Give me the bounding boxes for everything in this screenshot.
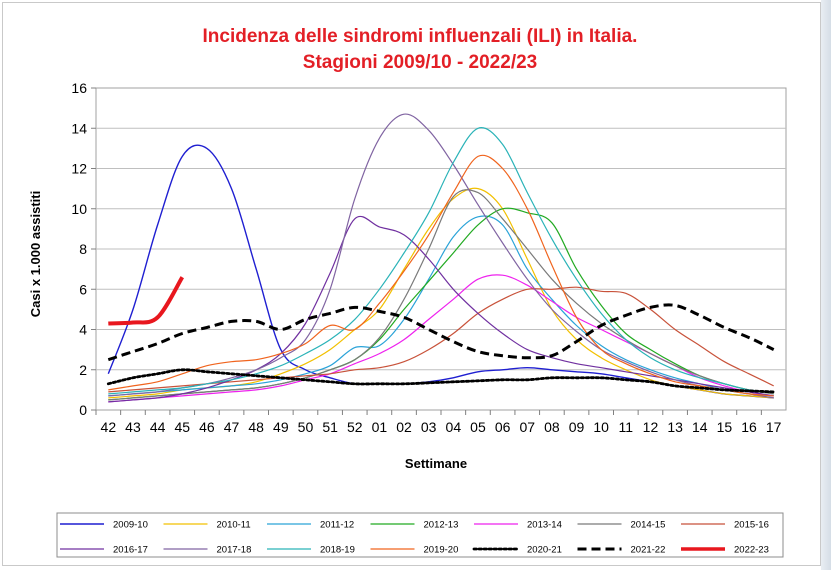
series-line-2019-20 xyxy=(108,154,774,397)
gridlines xyxy=(91,87,786,415)
legend-box xyxy=(56,512,784,558)
x-tick-label: 08 xyxy=(544,419,560,435)
chart-title-line-2: Stagioni 2009/10 - 2022/23 xyxy=(303,52,537,73)
legend: 2009-10 2010-11 2011-12 2012-13 2013-14 2014-… xyxy=(60,520,769,556)
legend-label: 2014-15 xyxy=(631,520,666,531)
x-tick-label: 02 xyxy=(396,419,412,435)
series-line-2017-18 xyxy=(108,113,774,399)
legend-label: 2019-20 xyxy=(424,545,459,556)
legend-label: 2021-22 xyxy=(631,545,666,556)
x-tick-label: 47 xyxy=(224,419,240,435)
x-tick-label: 52 xyxy=(347,419,363,435)
chart-title-line-1: Incidenza delle sindromi influenzali (IL… xyxy=(203,26,638,47)
y-tick-label: 8 xyxy=(79,241,87,257)
legend-label: 2009-10 xyxy=(113,520,148,531)
x-tick-label: 07 xyxy=(519,419,535,435)
series-line-2015-16 xyxy=(108,286,774,393)
y-axis-title: Casi x 1.000 assistiti xyxy=(28,191,43,317)
legend-label: 2020-21 xyxy=(527,545,562,556)
x-tick-label: 50 xyxy=(298,419,314,435)
x-tick-label: 49 xyxy=(273,419,289,435)
x-tick-labels: 42 43 44 45 46 47 48 49 50 51 52 01 02 03 04 05 06 07 08 09… xyxy=(101,419,782,435)
x-tick-label: 43 xyxy=(125,419,141,435)
x-tick-label: 06 xyxy=(495,419,511,435)
x-tick-label: 12 xyxy=(643,419,659,435)
x-tick-label: 45 xyxy=(174,419,190,435)
legend-label: 2017-18 xyxy=(217,545,252,556)
x-tick-label: 04 xyxy=(446,419,462,435)
y-tick-label: 0 xyxy=(79,402,87,418)
y-tick-label: 2 xyxy=(79,362,87,378)
x-tick-label: 42 xyxy=(101,419,117,435)
legend-label: 2013-14 xyxy=(527,520,562,531)
x-tick-label: 16 xyxy=(741,419,757,435)
y-tick-label: 16 xyxy=(71,80,87,96)
y-tick-label: 6 xyxy=(79,281,87,297)
x-tick-label: 13 xyxy=(667,419,683,435)
legend-label: 2011-12 xyxy=(320,520,354,531)
series-line-2021-22 xyxy=(107,303,775,362)
y-tick-label: 10 xyxy=(71,201,87,217)
x-tick-label: 03 xyxy=(421,419,437,435)
x-tick-label: 15 xyxy=(717,419,733,435)
x-tick-label: 51 xyxy=(322,419,338,435)
y-tick-labels: 0 2 4 6 8 10 12 14 16 xyxy=(71,80,87,418)
x-tick-label: 11 xyxy=(619,419,634,435)
series-line-2011-12 xyxy=(108,215,774,397)
x-tick-label: 46 xyxy=(199,419,215,435)
legend-label: 2015-16 xyxy=(734,520,769,531)
legend-label: 2010-11 xyxy=(217,520,251,531)
series-line-2020-21 xyxy=(106,368,776,394)
x-axis-title: Settimane xyxy=(405,456,467,471)
y-tick-label: 14 xyxy=(71,120,87,136)
series-line-2022-23 xyxy=(108,276,185,326)
series-lines xyxy=(106,113,776,403)
x-tick-label: 09 xyxy=(569,419,585,435)
x-tick-label: 17 xyxy=(766,419,782,435)
x-tick-label: 10 xyxy=(593,419,609,435)
window-edge xyxy=(821,0,831,570)
series-line-2018-19 xyxy=(108,127,774,395)
legend-label: 2018-19 xyxy=(320,545,355,556)
x-tick-label: 44 xyxy=(150,419,166,435)
x-tick-label: 14 xyxy=(692,419,708,435)
legend-label: 2022-23 xyxy=(734,545,769,556)
legend-label: 2012-13 xyxy=(424,520,459,531)
series-line-2014-15 xyxy=(108,189,774,401)
x-tick-label: 48 xyxy=(248,419,264,435)
legend-label: 2016-17 xyxy=(113,545,148,556)
y-tick-label: 12 xyxy=(71,161,87,177)
x-tick-label: 01 xyxy=(372,419,388,435)
y-tick-label: 4 xyxy=(79,322,87,338)
x-tick-label: 05 xyxy=(470,419,486,435)
